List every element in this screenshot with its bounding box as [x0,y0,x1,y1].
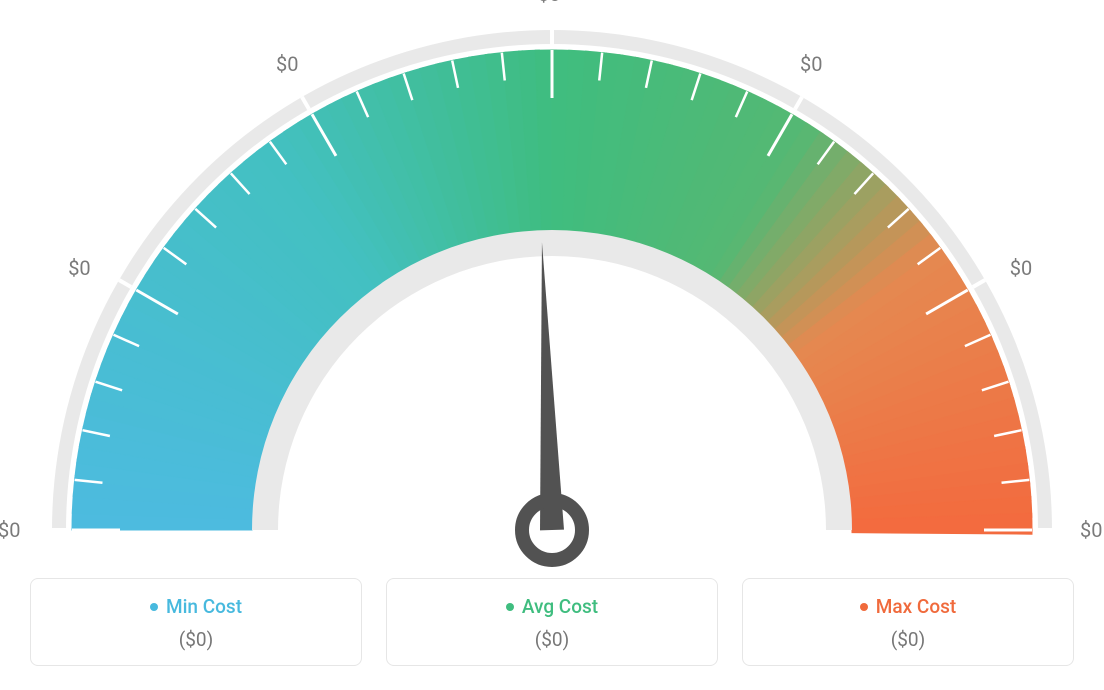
gauge-tick-label: $0 [538,0,560,6]
legend-title: Min Cost [150,595,242,618]
legend-value: ($0) [41,628,351,651]
gauge-tick-label: $0 [1010,256,1032,280]
gauge-tick-label: $0 [1080,518,1102,542]
gauge-tick-label: $0 [0,518,20,542]
legend-value: ($0) [753,628,1063,651]
legend-label: Avg Cost [522,595,598,618]
legend-card-avg-cost: Avg Cost ($0) [386,578,718,666]
legend-dot-icon [860,603,868,611]
gauge-tick-label: $0 [68,256,90,280]
gauge-svg [0,0,1104,570]
legend-dot-icon [150,603,158,611]
legend-value: ($0) [397,628,707,651]
legend-card-min-cost: Min Cost ($0) [30,578,362,666]
gauge-tick-label: $0 [800,52,822,76]
gauge-tick-label: $0 [276,52,298,76]
legend-row: Min Cost ($0) Avg Cost ($0) Max Cost ($0) [30,578,1074,666]
legend-label: Max Cost [876,595,956,618]
gauge-needle [540,242,564,530]
legend-label: Min Cost [166,595,242,618]
legend-card-max-cost: Max Cost ($0) [742,578,1074,666]
legend-dot-icon [506,603,514,611]
gauge-chart: $0 $0 $0 $0 $0 $0 $0 [0,0,1104,570]
legend-title: Avg Cost [506,595,598,618]
legend-title: Max Cost [860,595,956,618]
